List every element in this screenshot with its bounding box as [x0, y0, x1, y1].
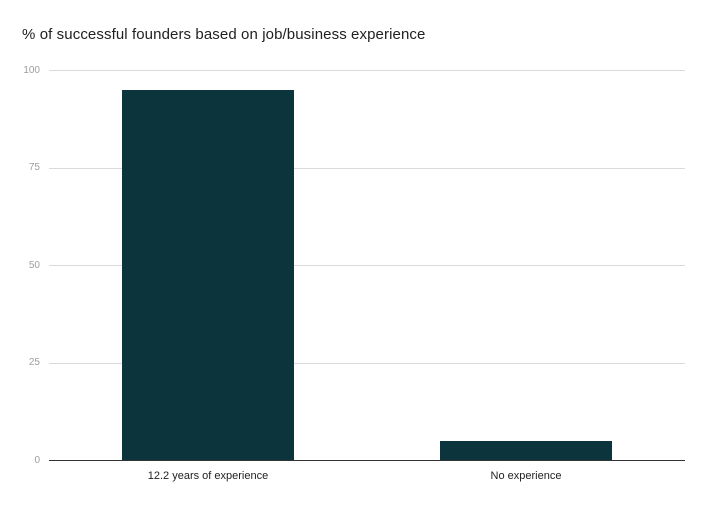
gridline: 75 [29, 162, 685, 173]
bar[interactable] [122, 89, 294, 460]
y-tick-label: 25 [28, 357, 40, 368]
plot-area: 0 25 50 75 100 12.2 years of experience No exp… [23, 65, 685, 482]
y-tick-label: 100 [23, 64, 40, 76]
gridline: 100 [23, 65, 685, 76]
gridline: 50 [29, 260, 685, 271]
chart-title: % of successful founders based on job/bu… [22, 26, 426, 43]
y-tick-label: 75 [28, 162, 40, 173]
y-tick-label: 50 [28, 259, 40, 271]
bar[interactable] [440, 440, 612, 460]
x-category-label: 12.2 years of experience [147, 470, 269, 482]
y-tick-label: 0 [34, 454, 40, 466]
x-axis-line: 0 [34, 455, 685, 466]
gridline: 25 [29, 357, 685, 368]
x-category-label: No experience [490, 470, 562, 482]
